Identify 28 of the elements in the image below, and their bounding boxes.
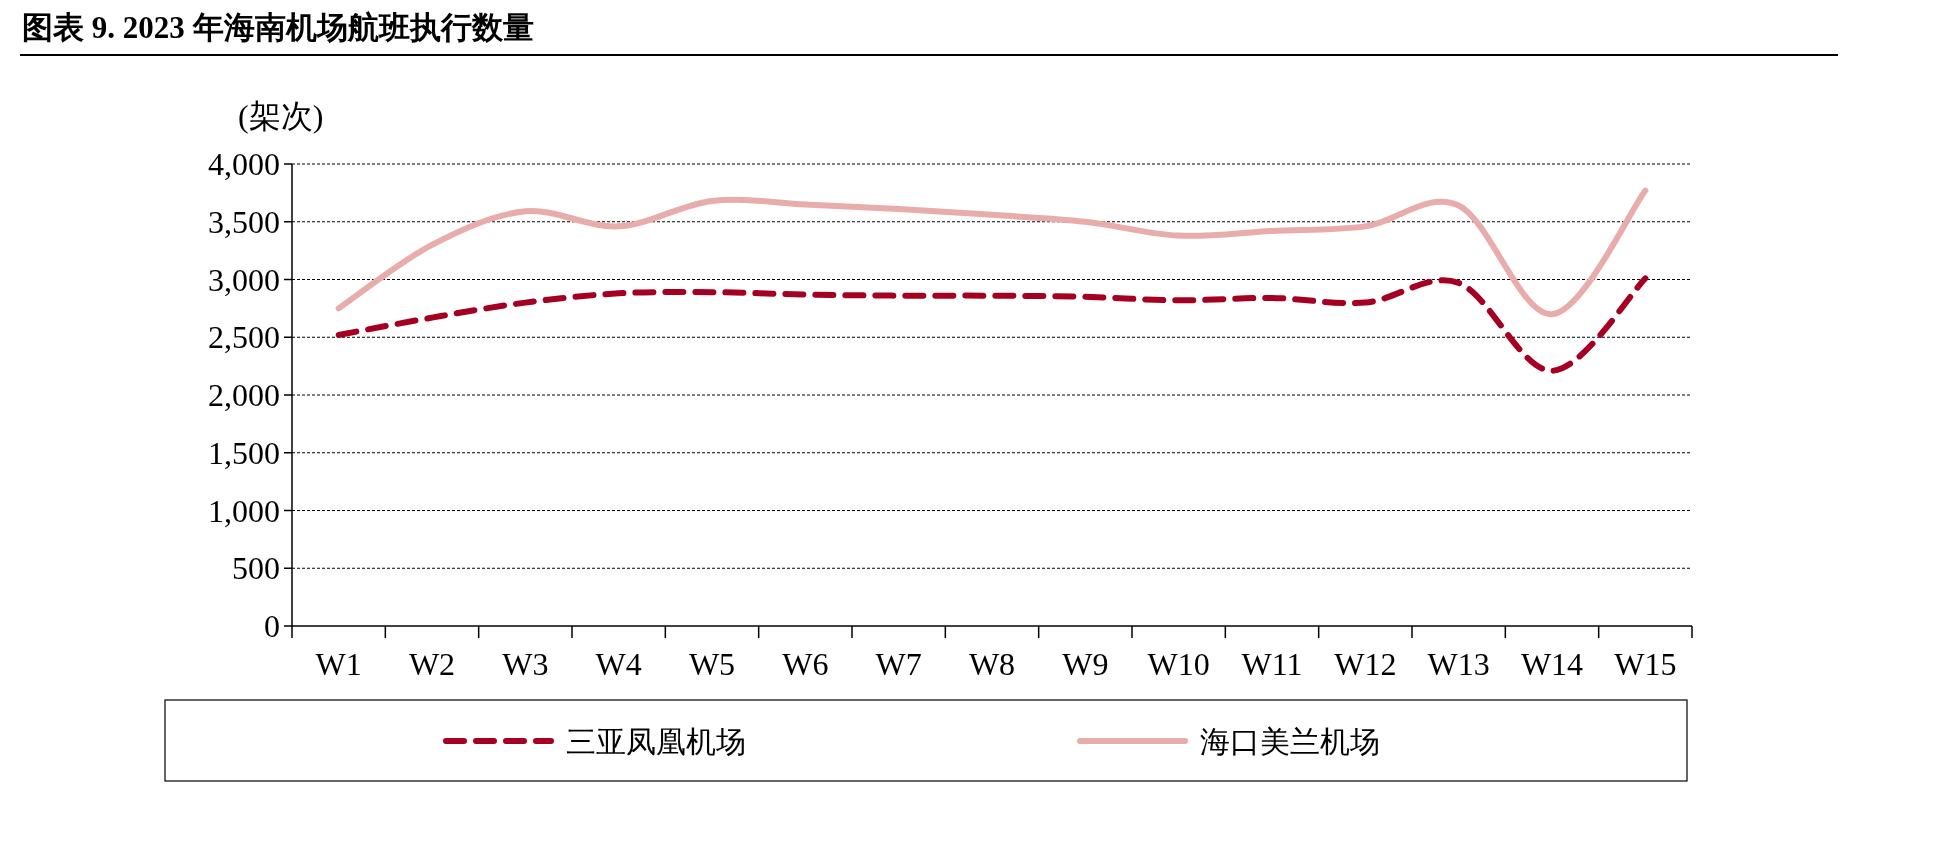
x-tick-label: W12 bbox=[1334, 646, 1397, 682]
y-tick-label: 0 bbox=[264, 608, 280, 644]
y-tick-label: 3,000 bbox=[208, 261, 280, 298]
x-tick-label: W4 bbox=[595, 646, 642, 682]
x-tick-label: W8 bbox=[968, 646, 1016, 682]
y-tick-label: 2,500 bbox=[208, 319, 280, 356]
x-tick-label: W10 bbox=[1147, 646, 1210, 682]
y-axis-title: (架次) bbox=[238, 98, 324, 134]
x-tick-label: W11 bbox=[1241, 646, 1303, 682]
y-tick-label: 1,000 bbox=[208, 492, 280, 529]
x-tick-label: W9 bbox=[1062, 646, 1109, 682]
x-tick-label: W14 bbox=[1520, 646, 1584, 682]
x-tick-label: W5 bbox=[688, 646, 736, 682]
x-tick-label: W15 bbox=[1614, 646, 1677, 682]
y-tick-label: 3,500 bbox=[208, 203, 280, 240]
x-tick-label: W1 bbox=[315, 646, 362, 682]
y-tick-label: 1,500 bbox=[208, 434, 280, 471]
legend-label: 海口美兰机场 bbox=[1200, 725, 1380, 758]
chart-title: 图表 9. 2023 年海南机场航班执行数量 bbox=[22, 10, 534, 45]
x-tick-label: W7 bbox=[875, 646, 922, 682]
y-tick-label: 500 bbox=[232, 550, 280, 587]
x-tick-label: W13 bbox=[1427, 646, 1490, 682]
y-tick-label: 4,000 bbox=[208, 146, 280, 182]
y-tick-label: 2,000 bbox=[208, 377, 280, 413]
x-tick-label: W2 bbox=[408, 646, 456, 682]
x-tick-label: W6 bbox=[782, 646, 829, 682]
legend-label: 三亚凤凰机场 bbox=[566, 725, 746, 758]
x-tick-label: W3 bbox=[502, 646, 549, 682]
